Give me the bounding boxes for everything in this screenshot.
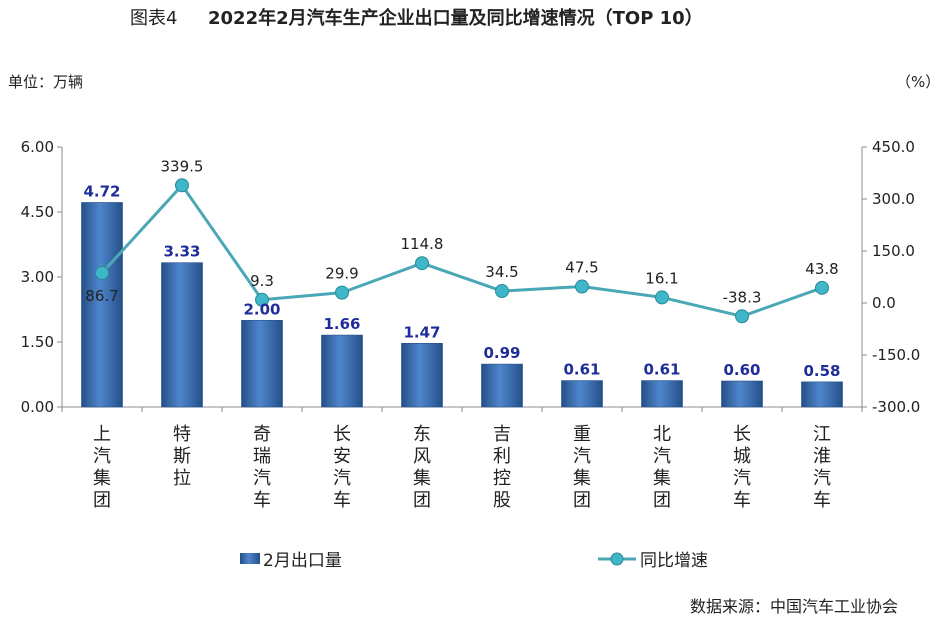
right-tick-label: -300.0 — [872, 398, 920, 416]
category-label: 长安汽车 — [333, 424, 351, 511]
left-unit-label: 单位：万辆 — [8, 73, 83, 91]
right-tick-label: 150.0 — [872, 242, 915, 260]
data-source: 数据来源：中国汽车工业协会 — [690, 597, 898, 616]
bar-value-label: 4.72 — [83, 182, 120, 200]
left-tick-label: 4.50 — [21, 203, 54, 221]
bar — [321, 334, 363, 408]
bar-value-label: 0.61 — [563, 361, 600, 379]
category-label: 上汽集团 — [93, 424, 111, 511]
growth-value-label: 47.5 — [565, 259, 598, 277]
growth-point — [255, 292, 269, 307]
left-tick-label: 0.00 — [21, 398, 54, 416]
growth-value-label: 114.8 — [401, 235, 444, 253]
bar-value-label: 1.66 — [323, 315, 360, 333]
right-tick-label: 450.0 — [872, 138, 915, 156]
bar-series — [81, 202, 843, 408]
bar-value-label: 0.58 — [803, 362, 840, 380]
right-tick-label: -150.0 — [872, 346, 920, 364]
chart-title: 2022年2月汽车生产企业出口量及同比增速情况（TOP 10） — [208, 7, 703, 29]
category-labels: 上汽集团 特斯拉 奇瑞汽车 长安汽车 东风集团 吉利控股 重汽集团 北汽集团 长城汽车 江淮汽车 — [93, 424, 831, 511]
category-label: 北汽集团 — [653, 424, 671, 511]
legend: 2月出口量 同比增速 — [240, 551, 708, 571]
growth-point — [335, 285, 349, 300]
left-tick-label: 1.50 — [21, 333, 54, 351]
legend-bar-label: 2月出口量 — [263, 551, 342, 571]
data-labels: 4.72 3.33 2.00 1.66 1.47 0.99 0.61 0.61 0.60 0.58… — [83, 157, 840, 380]
growth-point — [495, 284, 509, 299]
right-unit-label: （%） — [896, 73, 940, 91]
growth-value-label: 86.7 — [85, 287, 118, 305]
growth-point — [655, 290, 669, 305]
bar-value-label: 0.60 — [723, 361, 760, 379]
growth-value-label: 9.3 — [250, 272, 274, 290]
bar — [721, 380, 763, 408]
growth-point — [95, 265, 109, 280]
bar-value-label: 3.33 — [163, 243, 200, 261]
bar — [161, 262, 203, 408]
bar-value-label: 0.99 — [483, 344, 520, 362]
growth-point — [175, 178, 189, 193]
growth-line — [100, 183, 823, 318]
bar — [81, 202, 123, 408]
bar — [481, 363, 523, 408]
category-label: 奇瑞汽车 — [253, 424, 271, 511]
growth-value-label: 339.5 — [161, 157, 204, 175]
bar — [241, 320, 283, 408]
growth-value-label: 43.8 — [805, 260, 838, 278]
growth-point — [575, 279, 589, 294]
bar — [401, 342, 443, 408]
legend-line-label: 同比增速 — [640, 551, 708, 571]
legend-bar-swatch — [240, 553, 260, 564]
growth-value-label: 34.5 — [485, 263, 518, 281]
bar — [801, 381, 843, 408]
figure-label: 图表4 — [130, 8, 177, 29]
growth-value-label: 16.1 — [645, 269, 678, 287]
bar — [561, 380, 603, 408]
bar — [641, 380, 683, 408]
bar-value-label: 2.00 — [243, 300, 280, 318]
growth-value-label: 29.9 — [325, 265, 358, 283]
line-series — [95, 178, 829, 324]
growth-value-label: -38.3 — [723, 288, 762, 306]
category-label: 特斯拉 — [173, 424, 191, 489]
growth-point — [415, 256, 429, 271]
category-label: 吉利控股 — [493, 424, 511, 511]
left-tick-label: 6.00 — [21, 138, 54, 156]
bar-value-label: 0.61 — [643, 361, 680, 379]
growth-point — [815, 280, 829, 295]
right-tick-label: 300.0 — [872, 190, 915, 208]
category-label: 长城汽车 — [733, 424, 751, 511]
category-label: 东风集团 — [413, 424, 431, 511]
category-label: 江淮汽车 — [813, 424, 831, 511]
bar-value-label: 1.47 — [403, 323, 440, 341]
left-tick-label: 3.00 — [21, 268, 54, 286]
growth-point — [735, 309, 749, 324]
legend-line-marker — [610, 552, 624, 566]
category-label: 重汽集团 — [573, 424, 591, 511]
right-tick-label: 0.0 — [872, 294, 896, 312]
axes: 0.00 1.50 3.00 4.50 6.00 -300.0 -150.0 0.0 150.0… — [21, 138, 921, 416]
